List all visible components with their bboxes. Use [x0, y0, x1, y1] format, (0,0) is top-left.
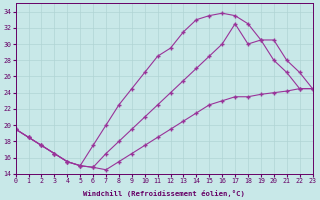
- X-axis label: Windchill (Refroidissement éolien,°C): Windchill (Refroidissement éolien,°C): [83, 190, 245, 197]
